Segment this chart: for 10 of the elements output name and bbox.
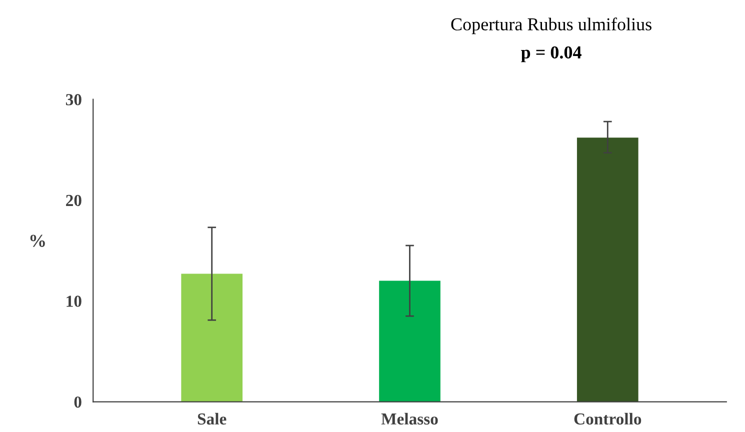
chart-subtitle: p = 0.04 [521, 46, 582, 62]
y-tick-label: 30 [66, 94, 82, 106]
chart-title: Copertura Rubus ulmifolius [451, 18, 652, 34]
y-tick-label: 10 [66, 296, 82, 307]
y-axis-title: % [30, 234, 45, 247]
x-tick-label: Sale [198, 412, 226, 425]
x-tick-label: Controllo [574, 412, 642, 425]
y-tick-label: 0 [74, 396, 82, 408]
x-tick-label: Melasso [381, 412, 438, 425]
y-tick-label: 20 [66, 194, 82, 206]
